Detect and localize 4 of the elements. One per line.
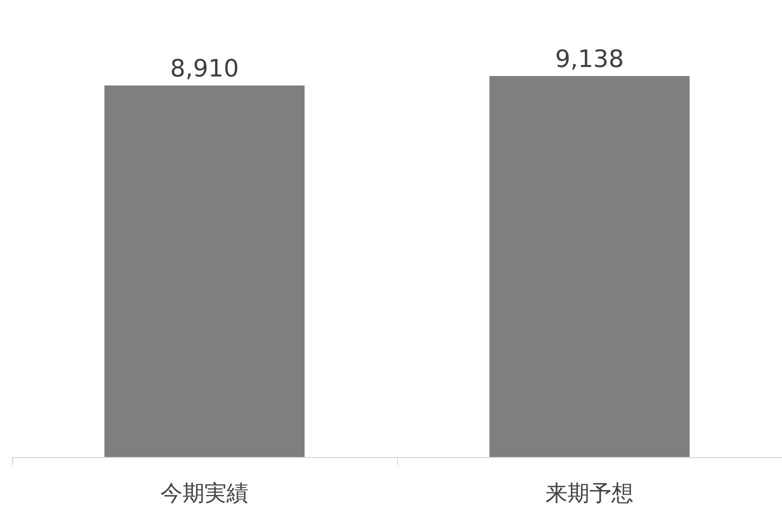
data-label: 8,910 — [170, 54, 239, 82]
data-label: 9,138 — [555, 44, 624, 73]
x-tick-label: 今期実績 — [160, 482, 248, 506]
x-tick-label: 来期予想 — [546, 482, 634, 506]
